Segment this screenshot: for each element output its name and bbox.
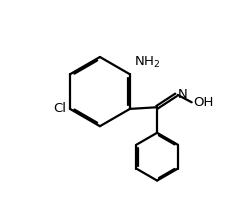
Text: NH$_2$: NH$_2$ xyxy=(134,55,160,70)
Text: Cl: Cl xyxy=(53,102,66,115)
Text: OH: OH xyxy=(193,96,213,109)
Text: N: N xyxy=(178,88,188,101)
